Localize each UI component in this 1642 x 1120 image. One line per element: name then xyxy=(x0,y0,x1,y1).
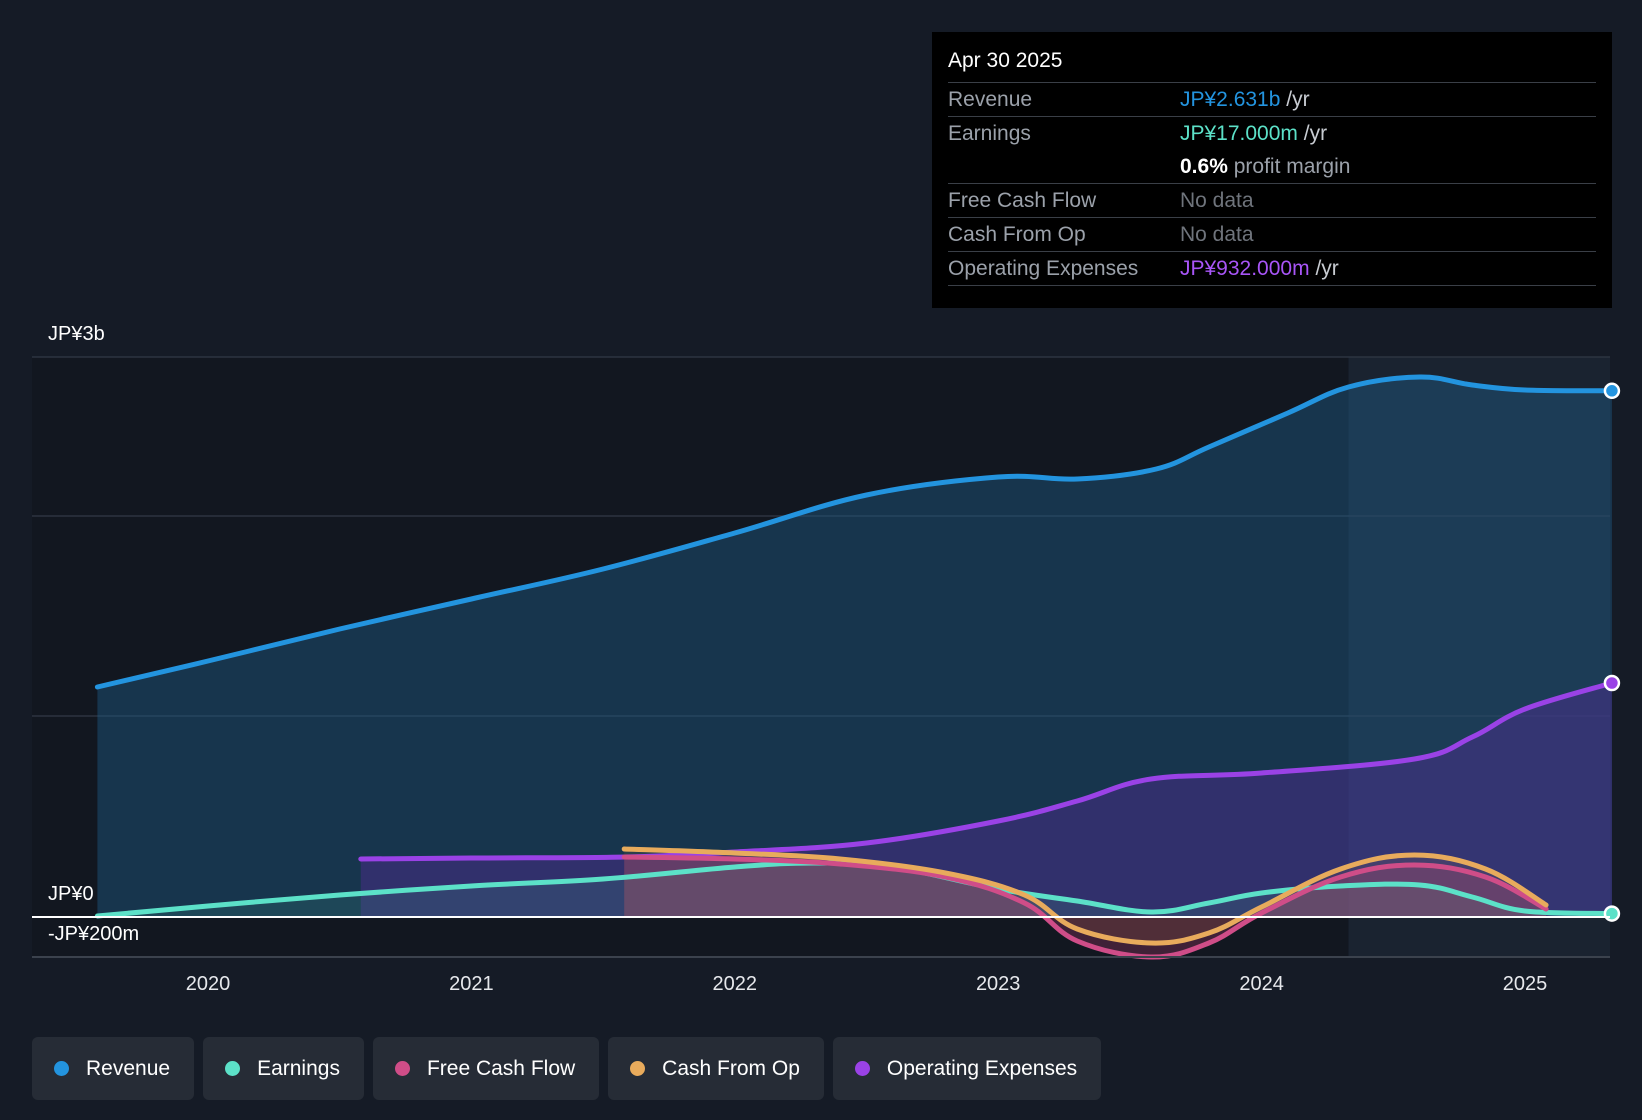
x-axis-ticks: 2020 2021 2022 2023 2024 2025 xyxy=(186,973,1548,995)
tooltip-value: 0.6% profit margin xyxy=(1180,150,1596,183)
x-tick-label: 2024 xyxy=(1239,973,1284,995)
revenue-line xyxy=(94,374,1615,690)
tooltip-row-earnings: Earnings JP¥17.000m /yr xyxy=(948,117,1596,150)
tooltip-value: JP¥17.000m /yr xyxy=(1180,117,1596,150)
tooltip-key: Operating Expenses xyxy=(948,257,1139,280)
tooltip-key: Cash From Op xyxy=(948,223,1086,246)
operating-expenses-line xyxy=(358,680,1615,862)
margin-text: profit margin xyxy=(1233,155,1351,178)
tooltip-row-cfo: Cash From Op No data xyxy=(948,218,1596,252)
tooltip-value: No data xyxy=(1180,189,1254,212)
legend-item-cash-from-op[interactable]: Cash From Op xyxy=(608,1037,824,1100)
legend-dot-icon xyxy=(854,1061,870,1076)
legend: Revenue Earnings Free Cash Flow Cash Fro… xyxy=(32,1037,1102,1100)
legend-label: Cash From Op xyxy=(662,1056,800,1080)
legend-label: Earnings xyxy=(257,1056,340,1080)
legend-item-revenue[interactable]: Revenue xyxy=(32,1037,195,1100)
data-tooltip: Apr 30 2025 Revenue JP¥2.631b /yr Earnin… xyxy=(932,32,1612,308)
tooltip-value: JP¥932.000m /yr xyxy=(1180,252,1596,285)
x-tick-label: 2023 xyxy=(976,973,1021,995)
unit-label: /yr xyxy=(1303,122,1328,145)
cash-from-op-area xyxy=(624,849,1547,944)
y-axis-top-label: JP¥3b xyxy=(48,323,105,345)
legend-dot-icon xyxy=(630,1061,646,1076)
tooltip-row-revenue: Revenue JP¥2.631b /yr xyxy=(948,83,1596,117)
revenue-value: JP¥2.631b xyxy=(1180,88,1281,111)
legend-item-operating-expenses[interactable]: Operating Expenses xyxy=(832,1037,1102,1100)
legend-dot-icon xyxy=(54,1061,69,1076)
margin-value: 0.6% xyxy=(1180,155,1228,178)
x-tick-label: 2025 xyxy=(1503,973,1548,995)
legend-item-earnings[interactable]: Earnings xyxy=(203,1037,364,1100)
unit-label: /yr xyxy=(1315,257,1339,280)
tooltip-key xyxy=(948,150,1180,183)
legend-dot-icon xyxy=(225,1061,241,1076)
tooltip-date: Apr 30 2025 xyxy=(948,46,1596,83)
free-cash-flow-area xyxy=(624,857,1547,958)
legend-dot-icon xyxy=(394,1061,410,1076)
tooltip-key: Revenue xyxy=(948,88,1033,111)
y-axis-zero-label: JP¥0 xyxy=(48,883,94,905)
y-axis-bottom-label: -JP¥200m xyxy=(48,923,139,945)
tooltip-value: No data xyxy=(1180,223,1254,246)
legend-item-free-cash-flow[interactable]: Free Cash Flow xyxy=(372,1037,600,1100)
tooltip-row-fcf: Free Cash Flow No data xyxy=(948,184,1596,218)
opex-value: JP¥932.000m xyxy=(1180,257,1310,280)
earnings-value: JP¥17.000m xyxy=(1180,122,1298,145)
earnings-area xyxy=(97,862,1612,917)
gridlines xyxy=(32,356,1610,717)
cash-from-op-line xyxy=(621,846,1549,946)
operating-expenses-endpoint xyxy=(1603,674,1621,692)
unit-label: /yr xyxy=(1286,88,1310,111)
x-tick-label: 2022 xyxy=(713,973,758,995)
x-tick-label: 2020 xyxy=(186,973,231,995)
x-tick-label: 2021 xyxy=(449,973,494,995)
tooltip-row-margin: 0.6% profit margin xyxy=(948,150,1596,184)
tooltip-key: Earnings xyxy=(948,122,1031,145)
legend-label: Free Cash Flow xyxy=(426,1056,576,1080)
series-lines xyxy=(94,374,1615,960)
free-cash-flow-line xyxy=(621,854,1549,960)
tooltip-row-opex: Operating Expenses JP¥932.000m /yr xyxy=(948,252,1596,286)
legend-label: Operating Expenses xyxy=(886,1056,1078,1080)
revenue-area xyxy=(97,376,1612,918)
tooltip-value: JP¥2.631b /yr xyxy=(1180,83,1596,116)
legend-label: Revenue xyxy=(86,1056,171,1080)
tooltip-key: Free Cash Flow xyxy=(948,189,1097,212)
earnings-endpoint xyxy=(1603,905,1621,922)
revenue-endpoint xyxy=(1603,382,1621,400)
